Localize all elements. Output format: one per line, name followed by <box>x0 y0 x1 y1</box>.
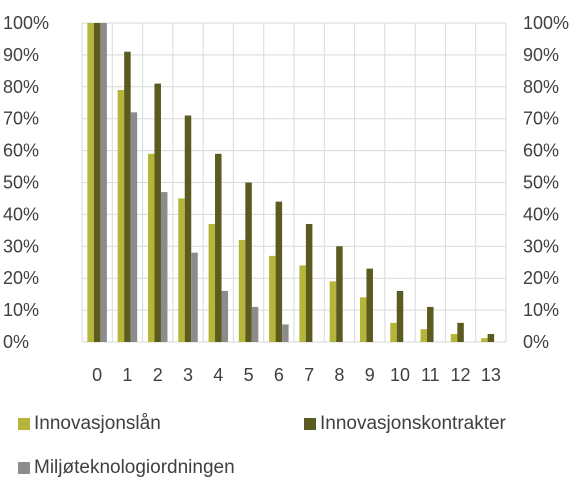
y-tick-right-8: 80% <box>523 77 559 97</box>
y-tick-right-3: 30% <box>523 236 559 256</box>
bar-s1-c0 <box>93 23 101 342</box>
y-tick-left-2: 20% <box>3 268 39 288</box>
legend-item-miljoteknologiordningen: Miljøteknologiordningen <box>18 457 235 479</box>
x-tick-9: 9 <box>365 365 375 385</box>
legend-swatch-innovasjonslan <box>18 418 30 430</box>
x-tick-13: 13 <box>481 365 501 385</box>
bar-s0-c4 <box>208 223 216 342</box>
x-tick-1: 1 <box>122 365 132 385</box>
bar-s1-c6 <box>275 201 283 342</box>
y-tick-right-7: 70% <box>523 109 559 129</box>
bar-s1-c9 <box>366 268 373 342</box>
legend-label-miljoteknologiordningen: Miljøteknologiordningen <box>34 457 235 478</box>
bar-s1-c13 <box>487 334 495 342</box>
y-tick-left-3: 30% <box>3 236 39 256</box>
bar-s0-c11 <box>420 329 428 342</box>
y-tick-left-10: 100% <box>3 13 49 33</box>
y-tick-left-0: 0% <box>3 332 29 352</box>
bar-s1-c1 <box>124 51 131 343</box>
legend-item-innovasjonskontrakter: Innovasjonskontrakter <box>304 413 506 435</box>
bar-s0-c13 <box>481 338 488 342</box>
x-tick-5: 5 <box>244 365 254 385</box>
y-tick-right-5: 50% <box>523 173 559 193</box>
x-tick-4: 4 <box>213 365 223 385</box>
bar-s2-c5 <box>251 306 259 342</box>
x-tick-11: 11 <box>421 365 440 385</box>
bar-s1-c7 <box>305 223 313 342</box>
bar-s0-c2 <box>147 153 155 342</box>
x-tick-2: 2 <box>153 365 163 385</box>
y-tick-right-9: 90% <box>523 45 559 65</box>
y-tick-right-1: 10% <box>523 300 559 320</box>
bar-s2-c4 <box>221 290 229 342</box>
bar-s0-c6 <box>269 255 276 342</box>
bar-s2-c1 <box>130 112 138 342</box>
y-tick-left-7: 70% <box>3 109 39 129</box>
y-tick-left-6: 60% <box>3 141 39 161</box>
x-tick-3: 3 <box>183 365 193 385</box>
y-tick-right-0: 0% <box>523 332 549 352</box>
y-tick-left-5: 50% <box>3 173 39 193</box>
x-tick-12: 12 <box>451 365 471 385</box>
legend-label-innovasjonskontrakter: Innovasjonskontrakter <box>320 413 506 434</box>
bar-s1-c10 <box>396 290 404 342</box>
bar-s1-c5 <box>245 182 252 342</box>
x-tick-7: 7 <box>304 365 314 385</box>
legend-swatch-miljoteknologiordningen <box>18 462 30 474</box>
bar-s0-c5 <box>238 239 246 342</box>
bar-s2-c0 <box>100 23 107 342</box>
y-tick-left-1: 10% <box>3 300 39 320</box>
bar-s2-c2 <box>160 192 168 342</box>
bar-s1-c11 <box>427 306 434 342</box>
bar-s1-c2 <box>154 83 161 343</box>
x-tick-0: 0 <box>92 365 102 385</box>
y-tick-left-4: 40% <box>3 204 39 224</box>
bar-s1-c12 <box>457 322 464 342</box>
y-tick-left-8: 80% <box>3 77 39 97</box>
y-tick-right-10: 100% <box>523 13 569 33</box>
bar-s1-c8 <box>336 246 343 342</box>
bar-s1-c4 <box>215 153 222 342</box>
legend-item-innovasjonslan: Innovasjonslån <box>18 413 161 435</box>
y-tick-left-9: 90% <box>3 45 39 65</box>
y-tick-right-6: 60% <box>523 141 559 161</box>
bar-s0-c10 <box>390 322 397 342</box>
x-tick-10: 10 <box>390 365 410 385</box>
bar-s0-c3 <box>178 198 185 342</box>
bar-s2-c3 <box>191 252 198 342</box>
bar-s1-c3 <box>184 115 192 342</box>
legend-swatch-innovasjonskontrakter <box>304 418 316 430</box>
x-tick-8: 8 <box>334 365 344 385</box>
y-tick-right-4: 40% <box>523 204 559 224</box>
bar-s0-c9 <box>359 297 367 342</box>
bar-s0-c1 <box>117 89 125 343</box>
x-tick-6: 6 <box>274 365 284 385</box>
bar-s2-c6 <box>282 324 289 342</box>
bar-s0-c7 <box>299 265 306 342</box>
y-tick-right-2: 20% <box>523 268 559 288</box>
legend-label-innovasjonslan: Innovasjonslån <box>34 413 161 434</box>
bar-s0-c8 <box>329 281 337 342</box>
bar-s0-c12 <box>450 334 458 342</box>
bar-s0-c0 <box>87 23 94 342</box>
